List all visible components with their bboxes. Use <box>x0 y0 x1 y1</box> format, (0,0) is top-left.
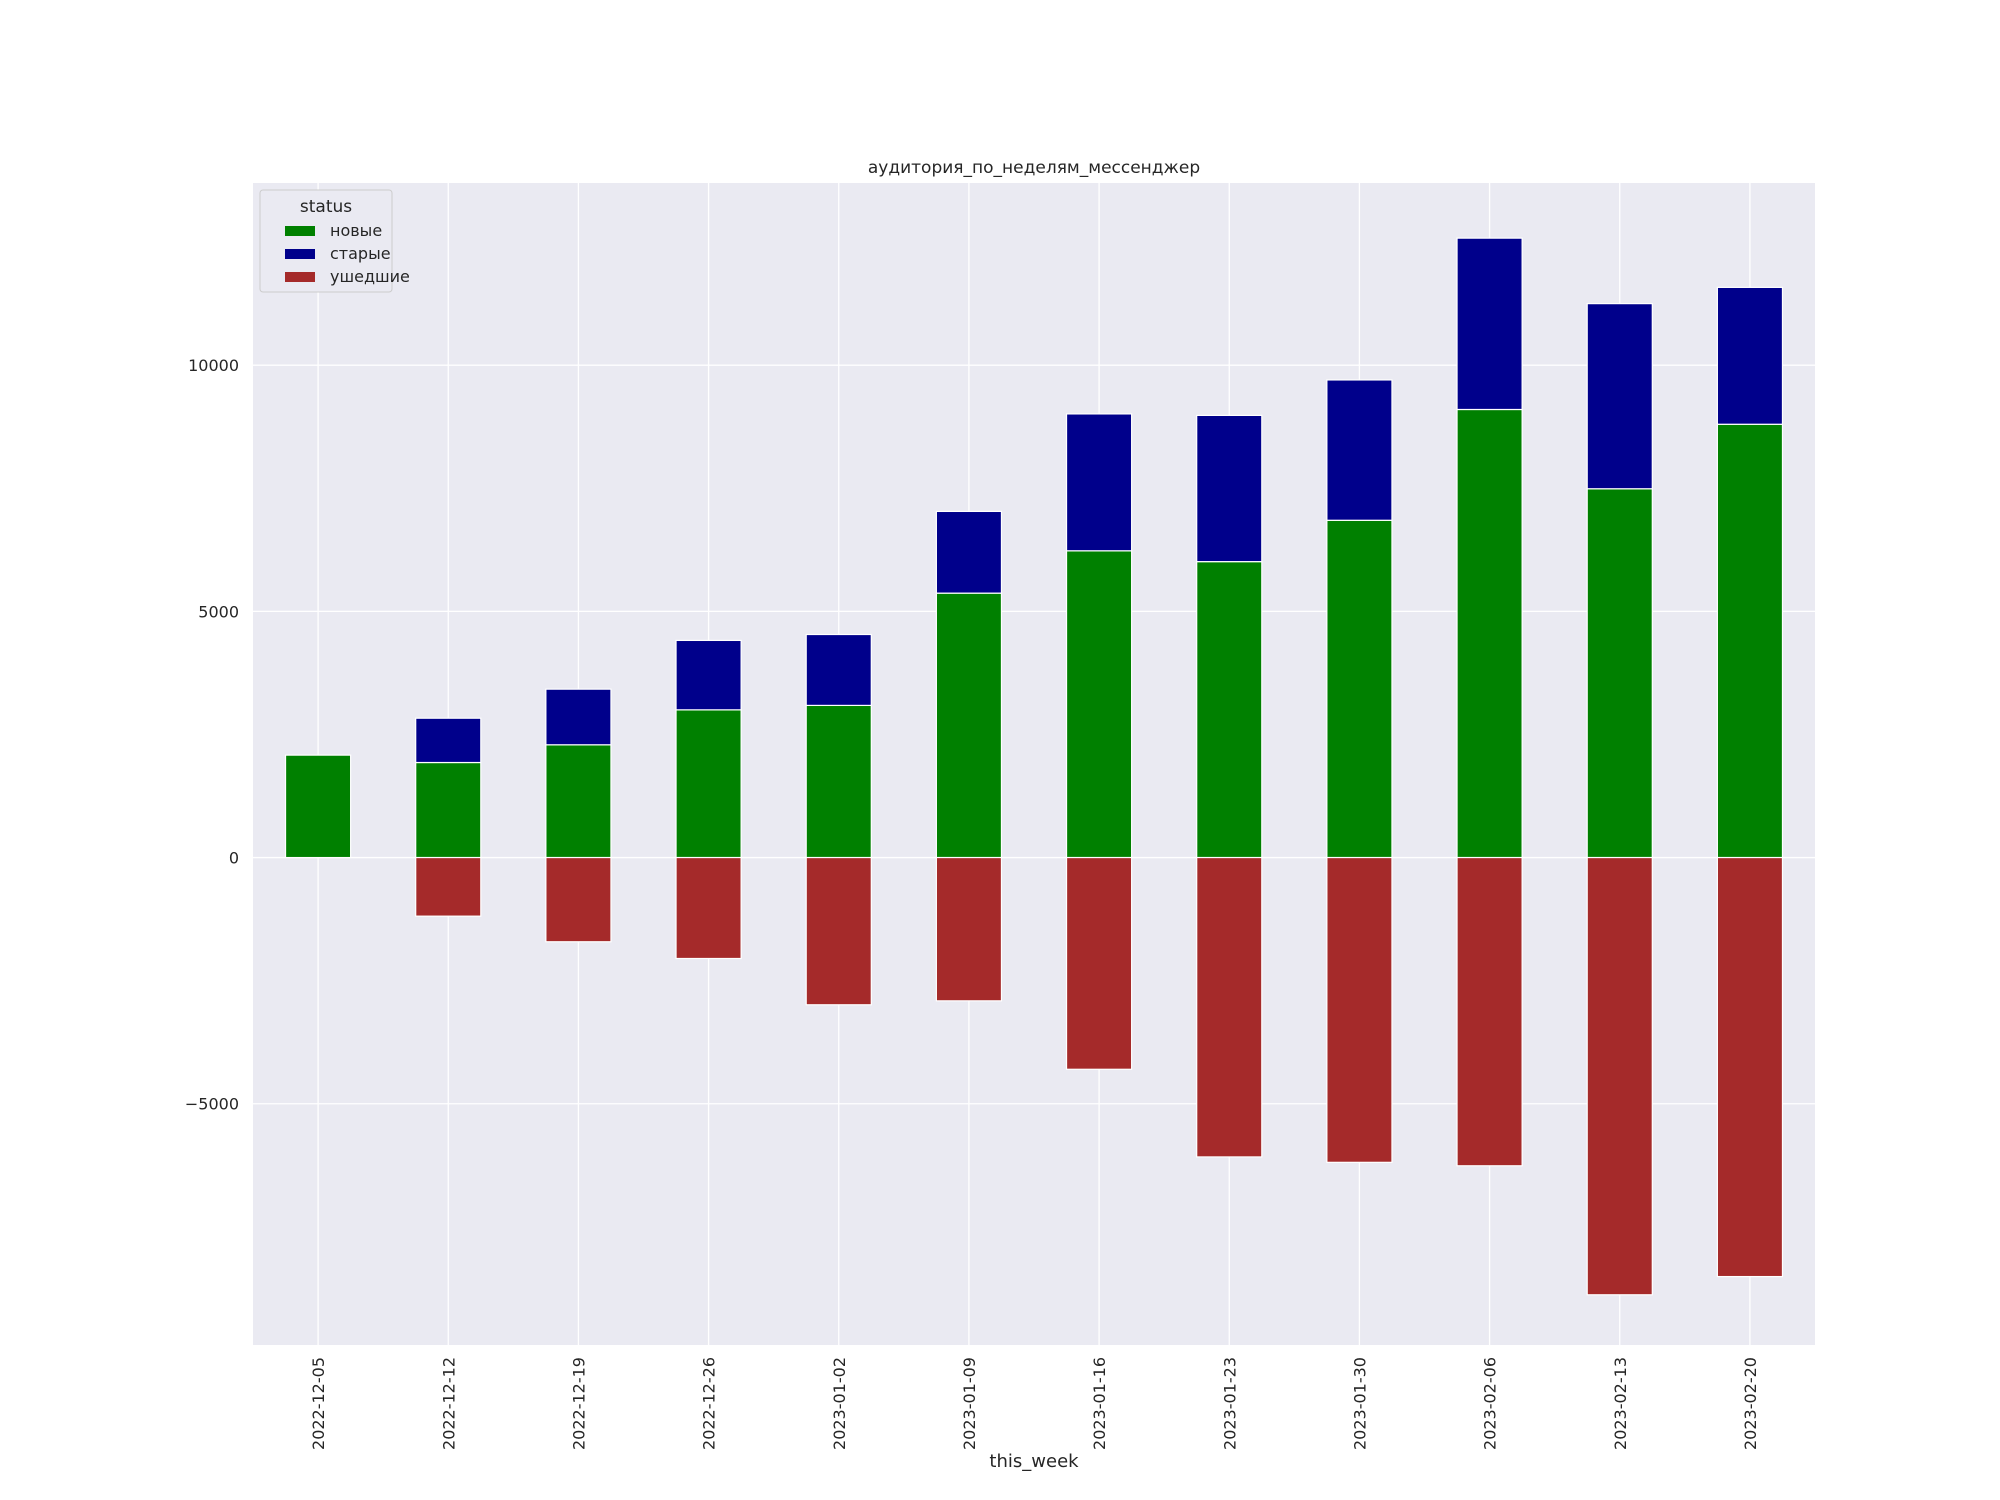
legend-label-1: старые <box>330 244 391 263</box>
bar-старые-2023-01-09 <box>935 510 1003 594</box>
legend-label-2: ушедшие <box>330 267 410 286</box>
bar-новые-2022-12-05 <box>284 754 352 859</box>
x-tick-label-2: 2022-12-19 <box>569 1357 588 1450</box>
bar-новые-2023-02-20 <box>1716 423 1784 859</box>
bar-новые-2022-12-19 <box>545 744 612 859</box>
chart-title: аудитория_по_неделям_мессенджер <box>868 158 1200 178</box>
x-tick-labels: 2022-12-05 2022-12-12 2022-12-19 2022-12-26… <box>309 1357 1760 1450</box>
bar-ушедшие-2023-01-02 <box>805 856 872 1006</box>
x-tick-label-3: 2022-12-26 <box>700 1357 719 1450</box>
legend-swatch-1 <box>285 249 315 259</box>
bar-старые-2022-12-12 <box>415 717 482 764</box>
bar-ушедшие-2022-12-19 <box>545 856 612 943</box>
bar-старые-2023-01-30 <box>1326 379 1393 521</box>
bar-ушедшие-2023-01-16 <box>1065 856 1133 1070</box>
bar-ушедшие-2023-02-06 <box>1456 856 1523 1167</box>
bars <box>284 237 1784 1296</box>
x-tick-label-6: 2023-01-16 <box>1090 1357 1109 1450</box>
x-axis-label: this_week <box>989 1451 1079 1472</box>
bar-старые-2022-12-26 <box>675 639 742 711</box>
bar-старые-2023-01-16 <box>1065 413 1133 552</box>
bar-новые-2023-02-06 <box>1456 408 1523 859</box>
bar-старые-2023-02-20 <box>1716 286 1784 425</box>
plot-background <box>253 183 1815 1345</box>
bar-ушедшие-2023-01-23 <box>1196 856 1263 1158</box>
x-tick-label-9: 2023-02-06 <box>1481 1357 1500 1450</box>
legend-swatch-2 <box>285 272 315 282</box>
bar-новые-2023-01-16 <box>1065 550 1133 859</box>
bar-новые-2023-01-30 <box>1326 519 1393 859</box>
bar-старые-2023-02-06 <box>1456 237 1523 411</box>
bar-новые-2022-12-26 <box>675 709 742 859</box>
bar-новые-2023-01-02 <box>805 704 872 859</box>
y-tick-label-0: −5000 <box>185 1095 239 1114</box>
x-tick-label-0: 2022-12-05 <box>309 1357 328 1450</box>
y-tick-label-2: 5000 <box>198 602 239 621</box>
bar-старые-2023-01-23 <box>1196 414 1263 563</box>
bar-новые-2022-12-12 <box>415 761 482 859</box>
x-tick-label-5: 2023-01-09 <box>960 1357 979 1450</box>
x-tick-label-8: 2023-01-30 <box>1350 1357 1369 1450</box>
bar-старые-2023-02-13 <box>1586 303 1653 490</box>
bar-старые-2022-12-19 <box>545 688 612 746</box>
legend-items: новые старые ушедшие <box>285 221 410 286</box>
y-tick-labels: −5000 0 5000 10000 <box>185 356 239 1114</box>
y-tick-label-1: 0 <box>229 849 239 868</box>
x-tick-label-7: 2023-01-23 <box>1220 1357 1239 1450</box>
bar-ушедшие-2023-01-30 <box>1326 856 1393 1163</box>
bar-старые-2023-01-02 <box>805 633 872 707</box>
x-tick-label-11: 2023-02-20 <box>1741 1357 1760 1450</box>
bar-ушедшие-2023-02-13 <box>1586 856 1653 1296</box>
x-tick-label-10: 2023-02-13 <box>1611 1357 1630 1450</box>
y-tick-label-3: 10000 <box>188 356 239 375</box>
bar-новые-2023-02-13 <box>1586 488 1653 859</box>
legend-swatch-0 <box>285 226 315 236</box>
legend-box <box>259 189 393 293</box>
bar-ушедшие-2023-02-20 <box>1716 856 1784 1278</box>
x-tick-label-1: 2022-12-12 <box>439 1357 458 1450</box>
bar-ушедшие-2022-12-26 <box>675 856 742 960</box>
x-tick-label-4: 2023-01-02 <box>830 1357 849 1450</box>
legend: status новые старые ушедшие <box>259 189 410 293</box>
bar-ушедшие-2023-01-09 <box>935 856 1003 1002</box>
legend-title: status <box>300 197 352 217</box>
bar-ушедшие-2022-12-12 <box>415 856 482 917</box>
legend-label-0: новые <box>330 221 382 240</box>
bar-новые-2023-01-23 <box>1196 561 1263 859</box>
bar-новые-2023-01-09 <box>935 592 1003 859</box>
